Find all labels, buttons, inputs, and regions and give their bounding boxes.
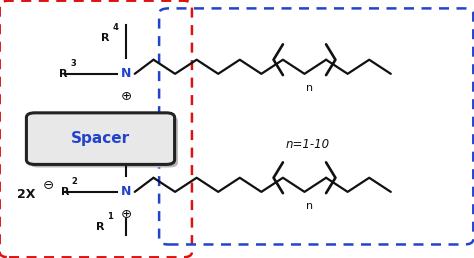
Text: R: R bbox=[59, 69, 68, 79]
FancyBboxPatch shape bbox=[30, 116, 178, 167]
Text: 3: 3 bbox=[70, 59, 76, 68]
Text: n: n bbox=[306, 83, 313, 93]
Text: n=1-10: n=1-10 bbox=[286, 138, 330, 151]
Text: N: N bbox=[121, 185, 131, 198]
Text: ⊖: ⊖ bbox=[42, 179, 54, 192]
Text: ⊕: ⊕ bbox=[121, 208, 132, 221]
Text: 4: 4 bbox=[112, 23, 118, 32]
Text: N: N bbox=[121, 67, 131, 80]
Text: R: R bbox=[101, 33, 110, 43]
FancyBboxPatch shape bbox=[27, 113, 174, 164]
Text: R: R bbox=[61, 187, 69, 197]
Text: Spacer: Spacer bbox=[71, 131, 130, 146]
Text: R: R bbox=[96, 222, 104, 231]
Text: 2X: 2X bbox=[18, 188, 36, 201]
Text: n: n bbox=[306, 201, 313, 211]
Text: 1: 1 bbox=[107, 212, 112, 221]
Text: ⊕: ⊕ bbox=[121, 90, 132, 103]
Text: 2: 2 bbox=[72, 177, 77, 186]
